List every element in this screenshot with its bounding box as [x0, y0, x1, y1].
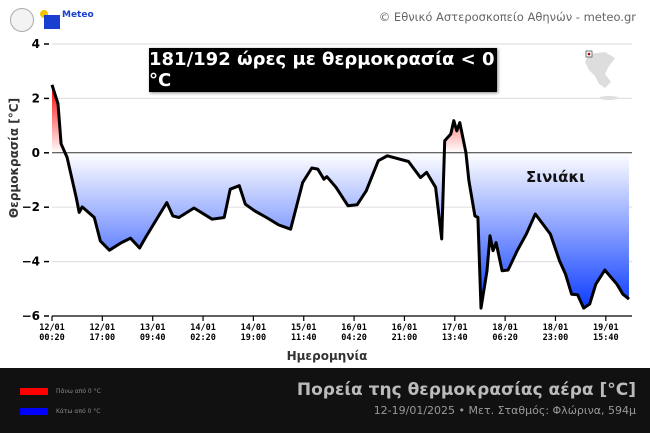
chart-subtitle: 12-19/01/2025 • Μετ. Σταθμός: Φλώρινα, 5… [373, 404, 636, 417]
x-tick-label: 09:40 [140, 333, 166, 343]
x-axis-label: Ημερομηνία [287, 349, 368, 363]
x-tick-label: 16/01 [341, 323, 367, 333]
x-tick-label: 12/01 [90, 323, 116, 333]
x-tick-label: 13/01 [140, 323, 166, 333]
y-tick-label: −6 [22, 309, 40, 323]
x-tick-label: 16/01 [392, 323, 418, 333]
station-label: Σινιάκι [526, 168, 585, 186]
legend-label: Κάτω από 0 °C [56, 408, 101, 415]
legend-above-zero: Πάνω από 0 °C [20, 388, 101, 395]
x-tick-label: 18/01 [492, 323, 518, 333]
y-tick-label: 0 [32, 146, 40, 160]
x-tick-label: 17/01 [442, 323, 468, 333]
meteo-logo: Meteo [40, 10, 94, 30]
chart-title: Πορεία της θερμοκρασίας αέρα [°C] [296, 380, 636, 400]
x-tick-label: 18/01 [543, 323, 569, 333]
x-tick-label: 21:00 [392, 333, 418, 343]
x-tick-label: 15/01 [291, 323, 317, 333]
legend-label: Πάνω από 0 °C [56, 388, 101, 395]
x-tick-label: 14/01 [241, 323, 267, 333]
hours-below-zero-banner: 181/192 ώρες με θερμοκρασία < 0 °C [149, 48, 497, 92]
x-tick-label: 12/01 [39, 323, 65, 333]
y-axis-label: Θερμοκρασία [°C] [7, 98, 21, 218]
x-tick-label: 19:00 [241, 333, 267, 343]
legend-below-zero: Κάτω από 0 °C [20, 408, 101, 415]
x-tick-label: 04:20 [341, 333, 367, 343]
x-tick-label: 11:40 [291, 333, 317, 343]
meteo-logo-text: Meteo [62, 10, 94, 20]
copyright-credit: © Εθνικό Αστεροσκοπείο Αθηνών - meteo.gr [378, 10, 636, 24]
x-tick-label: 06:20 [492, 333, 518, 343]
x-tick-label: 23:00 [543, 333, 569, 343]
temperature-line [50, 84, 630, 310]
y-tick-label: 2 [32, 91, 40, 105]
y-tick-label: −4 [22, 255, 40, 269]
meteo-logo-mark [40, 10, 60, 29]
temperature-area [52, 84, 629, 309]
x-tick-label: 13:40 [442, 333, 468, 343]
x-tick-label: 15:40 [593, 333, 619, 343]
x-tick-label: 00:20 [39, 333, 65, 343]
footer: Πάνω από 0 °C Κάτω από 0 °C Πορεία της θ… [0, 368, 650, 433]
x-tick-label: 14/01 [190, 323, 216, 333]
temperature-chart: 420−2−4−612/0100:2012/0117:0013/0109:401… [7, 37, 632, 363]
x-tick-label: 19/01 [593, 323, 619, 333]
y-tick-label: 4 [32, 37, 40, 51]
x-tick-label: 02:20 [190, 333, 216, 343]
observatory-logo [10, 8, 34, 32]
y-tick-label: −2 [22, 200, 40, 214]
x-tick-label: 17:00 [90, 333, 116, 343]
legend-swatch-red [20, 388, 48, 395]
legend-swatch-blue [20, 408, 48, 415]
